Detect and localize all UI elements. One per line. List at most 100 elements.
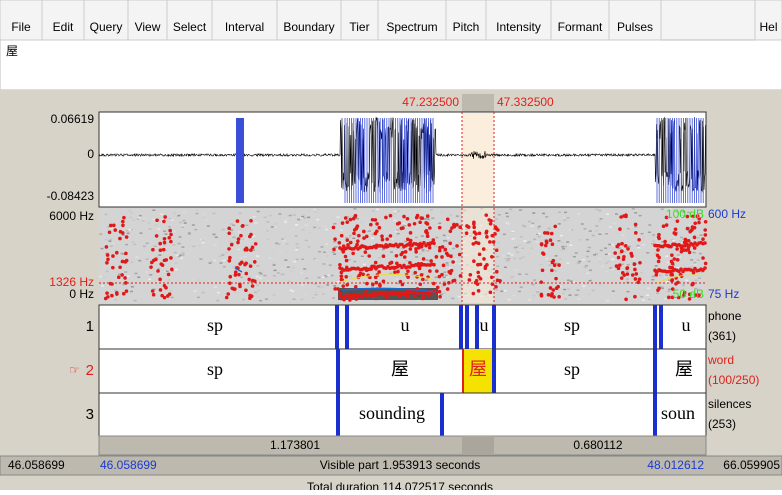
spec-speckle — [443, 281, 446, 283]
interval-label[interactable]: sounding — [359, 403, 425, 423]
total-duration[interactable]: Total duration 114.072517 seconds — [307, 480, 493, 490]
formant-dot — [228, 275, 232, 279]
boundary[interactable] — [653, 393, 657, 437]
spec-speckle — [186, 253, 189, 255]
formant-dot — [111, 266, 115, 270]
menu-item[interactable]: Intensity — [496, 20, 541, 34]
spec-speckle — [199, 258, 202, 260]
spec-speckle — [498, 276, 501, 278]
formant-dot — [446, 287, 450, 291]
text-field[interactable] — [0, 40, 782, 90]
spec-speckle — [451, 298, 454, 300]
window-end[interactable]: 66.059905 — [723, 458, 780, 472]
spec-speckle — [240, 257, 243, 259]
spec-speckle — [353, 261, 356, 263]
spec-speckle — [272, 263, 275, 265]
interval-label[interactable]: sp — [207, 315, 223, 335]
interval-label[interactable]: 屋 — [391, 359, 409, 379]
spec-speckle — [175, 269, 178, 271]
spec-speckle — [666, 281, 669, 283]
formant-dot — [108, 230, 112, 234]
spec-speckle — [664, 298, 667, 300]
boundary[interactable] — [659, 305, 663, 349]
spec-speckle — [173, 212, 176, 214]
boundary[interactable] — [345, 305, 349, 349]
menu-item[interactable]: Tier — [349, 20, 369, 34]
spec-speckle — [284, 221, 287, 223]
spec-speckle — [273, 294, 276, 296]
duration-right[interactable]: 0.680112 — [573, 438, 622, 452]
spec-speckle — [274, 226, 277, 228]
formant-dot — [552, 259, 556, 263]
interval-label[interactable]: sp — [207, 359, 223, 379]
formant-dot — [384, 216, 388, 220]
boundary[interactable] — [336, 349, 340, 393]
spec-speckle — [648, 232, 651, 234]
spec-speckle — [360, 221, 363, 223]
spec-speckle — [694, 264, 697, 266]
menu-item[interactable]: Edit — [53, 20, 74, 34]
spec-speckle — [315, 292, 318, 294]
formant-dot — [701, 256, 705, 260]
boundary[interactable] — [465, 305, 469, 349]
spec-speckle — [443, 271, 446, 273]
menu-item[interactable]: View — [135, 20, 161, 34]
spec-speckle — [315, 259, 318, 261]
menu-item[interactable]: Hel — [759, 20, 777, 34]
spec-speckle — [454, 259, 457, 261]
formant-dot — [163, 237, 167, 241]
visible-end[interactable]: 48.012612 — [647, 458, 704, 472]
boundary[interactable] — [492, 349, 496, 393]
formant-dot — [438, 249, 442, 253]
spec-speckle — [201, 239, 204, 241]
boundary[interactable] — [653, 349, 657, 393]
formant-dot — [168, 229, 172, 233]
formant-dot — [409, 239, 413, 243]
menu-item[interactable]: Query — [90, 20, 123, 34]
spec-speckle — [239, 213, 242, 215]
boundary[interactable] — [336, 393, 340, 437]
visible-start[interactable]: 46.058699 — [100, 458, 157, 472]
interval-label[interactable]: u — [682, 315, 691, 335]
menu-item[interactable]: Interval — [225, 20, 264, 34]
menu-item[interactable]: Spectrum — [386, 20, 437, 34]
interval-label[interactable]: u — [401, 315, 410, 335]
spec-speckle — [589, 230, 592, 232]
spec-speckle — [577, 289, 580, 291]
menu-item[interactable]: Select — [173, 20, 207, 34]
boundary[interactable] — [440, 393, 444, 437]
formant-dot — [449, 271, 453, 275]
boundary[interactable] — [335, 305, 339, 349]
visible-part[interactable]: Visible part 1.953913 seconds — [320, 458, 481, 472]
boundary[interactable] — [459, 305, 463, 349]
menu-item[interactable]: Formant — [558, 20, 603, 34]
menu-item[interactable]: File — [11, 20, 31, 34]
spec-speckle — [605, 262, 608, 264]
spec-speckle — [569, 245, 572, 247]
spec-speckle — [445, 275, 448, 277]
interval-label[interactable]: sp — [564, 315, 580, 335]
menu-item[interactable]: Boundary — [283, 20, 334, 34]
spec-speckle — [589, 270, 592, 272]
formant-dot — [406, 217, 410, 221]
duration-left[interactable]: 1.173801 — [270, 438, 320, 452]
interval-label[interactable]: 屋 — [469, 359, 487, 379]
spec-speckle — [695, 280, 698, 282]
spec-speckle — [571, 249, 574, 251]
interval-label[interactable]: soun — [661, 403, 695, 423]
menu-item[interactable]: Pulses — [617, 20, 653, 34]
formant-dot — [253, 279, 257, 283]
spec-speckle — [640, 272, 643, 274]
formant-dot — [438, 295, 442, 299]
boundary[interactable] — [492, 305, 496, 349]
menu-item[interactable]: Pitch — [453, 20, 480, 34]
interval-label[interactable]: u — [480, 315, 489, 335]
spec-speckle — [629, 213, 632, 215]
boundary[interactable] — [475, 305, 479, 349]
spec-speckle — [302, 229, 305, 231]
spec-speckle — [146, 258, 149, 260]
boundary[interactable] — [653, 305, 657, 349]
interval-label[interactable]: 屋 — [675, 359, 693, 379]
interval-label[interactable]: sp — [564, 359, 580, 379]
window-start[interactable]: 46.058699 — [8, 458, 65, 472]
